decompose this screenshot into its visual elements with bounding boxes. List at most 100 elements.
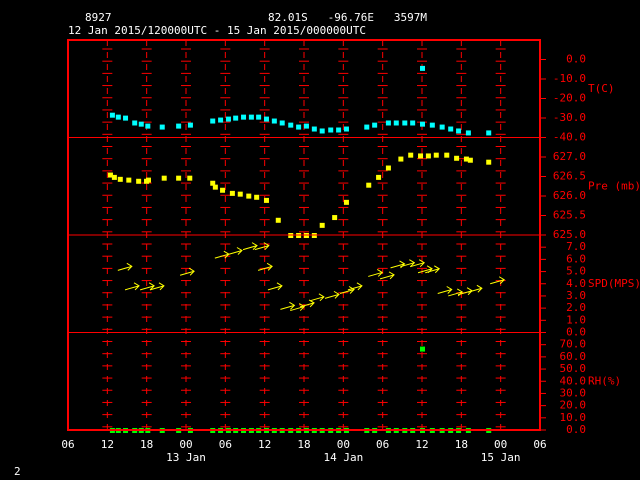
wind-arrow <box>347 282 363 291</box>
x-tick-label: 06 <box>61 438 74 451</box>
x-tick-label: 12 <box>415 438 428 451</box>
data-point <box>233 115 239 121</box>
date-label: 15 Jan <box>481 451 521 464</box>
wind-arrow <box>467 284 483 293</box>
date-label: 14 Jan <box>323 451 363 464</box>
data-point <box>176 175 182 181</box>
data-point <box>311 126 317 132</box>
y-tick-label: 4.0 <box>566 277 586 290</box>
data-point <box>420 121 425 127</box>
data-point <box>402 120 408 126</box>
y-tick-label: -20.0 <box>553 92 586 105</box>
wind-arrow <box>299 299 315 308</box>
y-tick-label: 7.0 <box>566 240 586 253</box>
data-point <box>296 124 302 130</box>
y-tick-label: 2.0 <box>566 301 586 314</box>
y-tick-label: 10.0 <box>560 411 587 424</box>
data-point <box>433 152 439 158</box>
data-point <box>111 174 117 180</box>
station-location: 82.01S -96.76E 3597M <box>268 11 427 24</box>
data-point <box>376 174 382 180</box>
wind-arrow <box>242 242 258 251</box>
wind-arrow <box>339 286 355 294</box>
data-point <box>210 118 216 124</box>
data-point <box>444 152 450 158</box>
y-tick-label: 625.5 <box>553 209 586 222</box>
data-point <box>465 130 471 136</box>
data-point <box>418 153 424 159</box>
data-point <box>372 122 378 128</box>
x-tick-label: 12 <box>258 438 271 451</box>
wind-arrow <box>117 262 133 271</box>
y-tick-label: 70.0 <box>560 338 587 351</box>
y-tick-label: 0.0 <box>566 53 586 66</box>
data-point <box>328 127 334 133</box>
x-tick-label: 06 <box>533 438 546 451</box>
wind-arrow <box>324 290 340 299</box>
data-point <box>136 178 142 184</box>
data-point <box>229 190 235 196</box>
data-point <box>126 177 132 183</box>
data-point <box>486 159 492 165</box>
y-tick-label: -40.0 <box>553 131 586 144</box>
wind-arrow <box>410 259 426 268</box>
wind-arrow <box>124 282 140 291</box>
data-point <box>332 215 338 221</box>
data-point <box>385 165 391 171</box>
wind-arrow <box>400 259 416 268</box>
data-point <box>454 155 460 161</box>
data-point <box>420 346 425 352</box>
x-tick-label: 00 <box>337 438 350 451</box>
station-id: 8927 <box>85 11 112 24</box>
data-point <box>303 123 309 129</box>
data-point <box>145 177 151 183</box>
wind-arrow <box>227 247 243 255</box>
data-point <box>107 172 113 178</box>
data-point <box>161 175 167 181</box>
data-point <box>463 156 469 162</box>
data-point <box>385 120 391 126</box>
y-axis-label: SPD(MPS) <box>588 277 640 290</box>
data-point <box>398 156 404 162</box>
x-tick-label: 12 <box>101 438 114 451</box>
wind-arrow <box>425 265 441 274</box>
page-number: 2 <box>14 465 21 478</box>
y-tick-label: -30.0 <box>553 111 586 124</box>
x-tick-label: 00 <box>179 438 192 451</box>
data-point <box>366 182 372 188</box>
data-point <box>393 120 399 126</box>
y-tick-label: 1.0 <box>566 313 586 326</box>
data-point <box>237 191 243 197</box>
x-tick-label: 06 <box>376 438 389 451</box>
data-point <box>410 120 416 126</box>
data-point <box>220 187 226 193</box>
y-tick-label: 5.0 <box>566 265 586 278</box>
data-point <box>187 175 193 181</box>
y-tick-label: 6.0 <box>566 252 586 265</box>
wind-arrow <box>379 271 395 280</box>
plot-frame <box>67 39 541 431</box>
data-point <box>248 114 254 120</box>
y-tick-label: 30.0 <box>560 386 587 399</box>
y-axis-label: Pre (mb) <box>588 179 640 192</box>
data-point <box>486 130 492 136</box>
data-point <box>145 123 151 129</box>
wind-arrow <box>254 242 270 251</box>
y-tick-label: 0.0 <box>566 423 586 436</box>
wind-arrow <box>149 282 165 291</box>
y-tick-label: 626.5 <box>553 170 586 183</box>
data-point <box>439 124 445 130</box>
data-point <box>271 118 277 124</box>
data-point <box>117 176 123 182</box>
date-label: 13 Jan <box>166 451 206 464</box>
y-axis-label: RH(%) <box>588 374 621 387</box>
data-point <box>343 126 349 132</box>
data-point <box>212 184 218 190</box>
data-point <box>241 114 247 120</box>
y-tick-label: 60.0 <box>560 350 587 363</box>
data-point <box>319 128 325 134</box>
data-point <box>256 114 262 120</box>
data-point <box>263 116 269 122</box>
data-point <box>279 120 285 126</box>
